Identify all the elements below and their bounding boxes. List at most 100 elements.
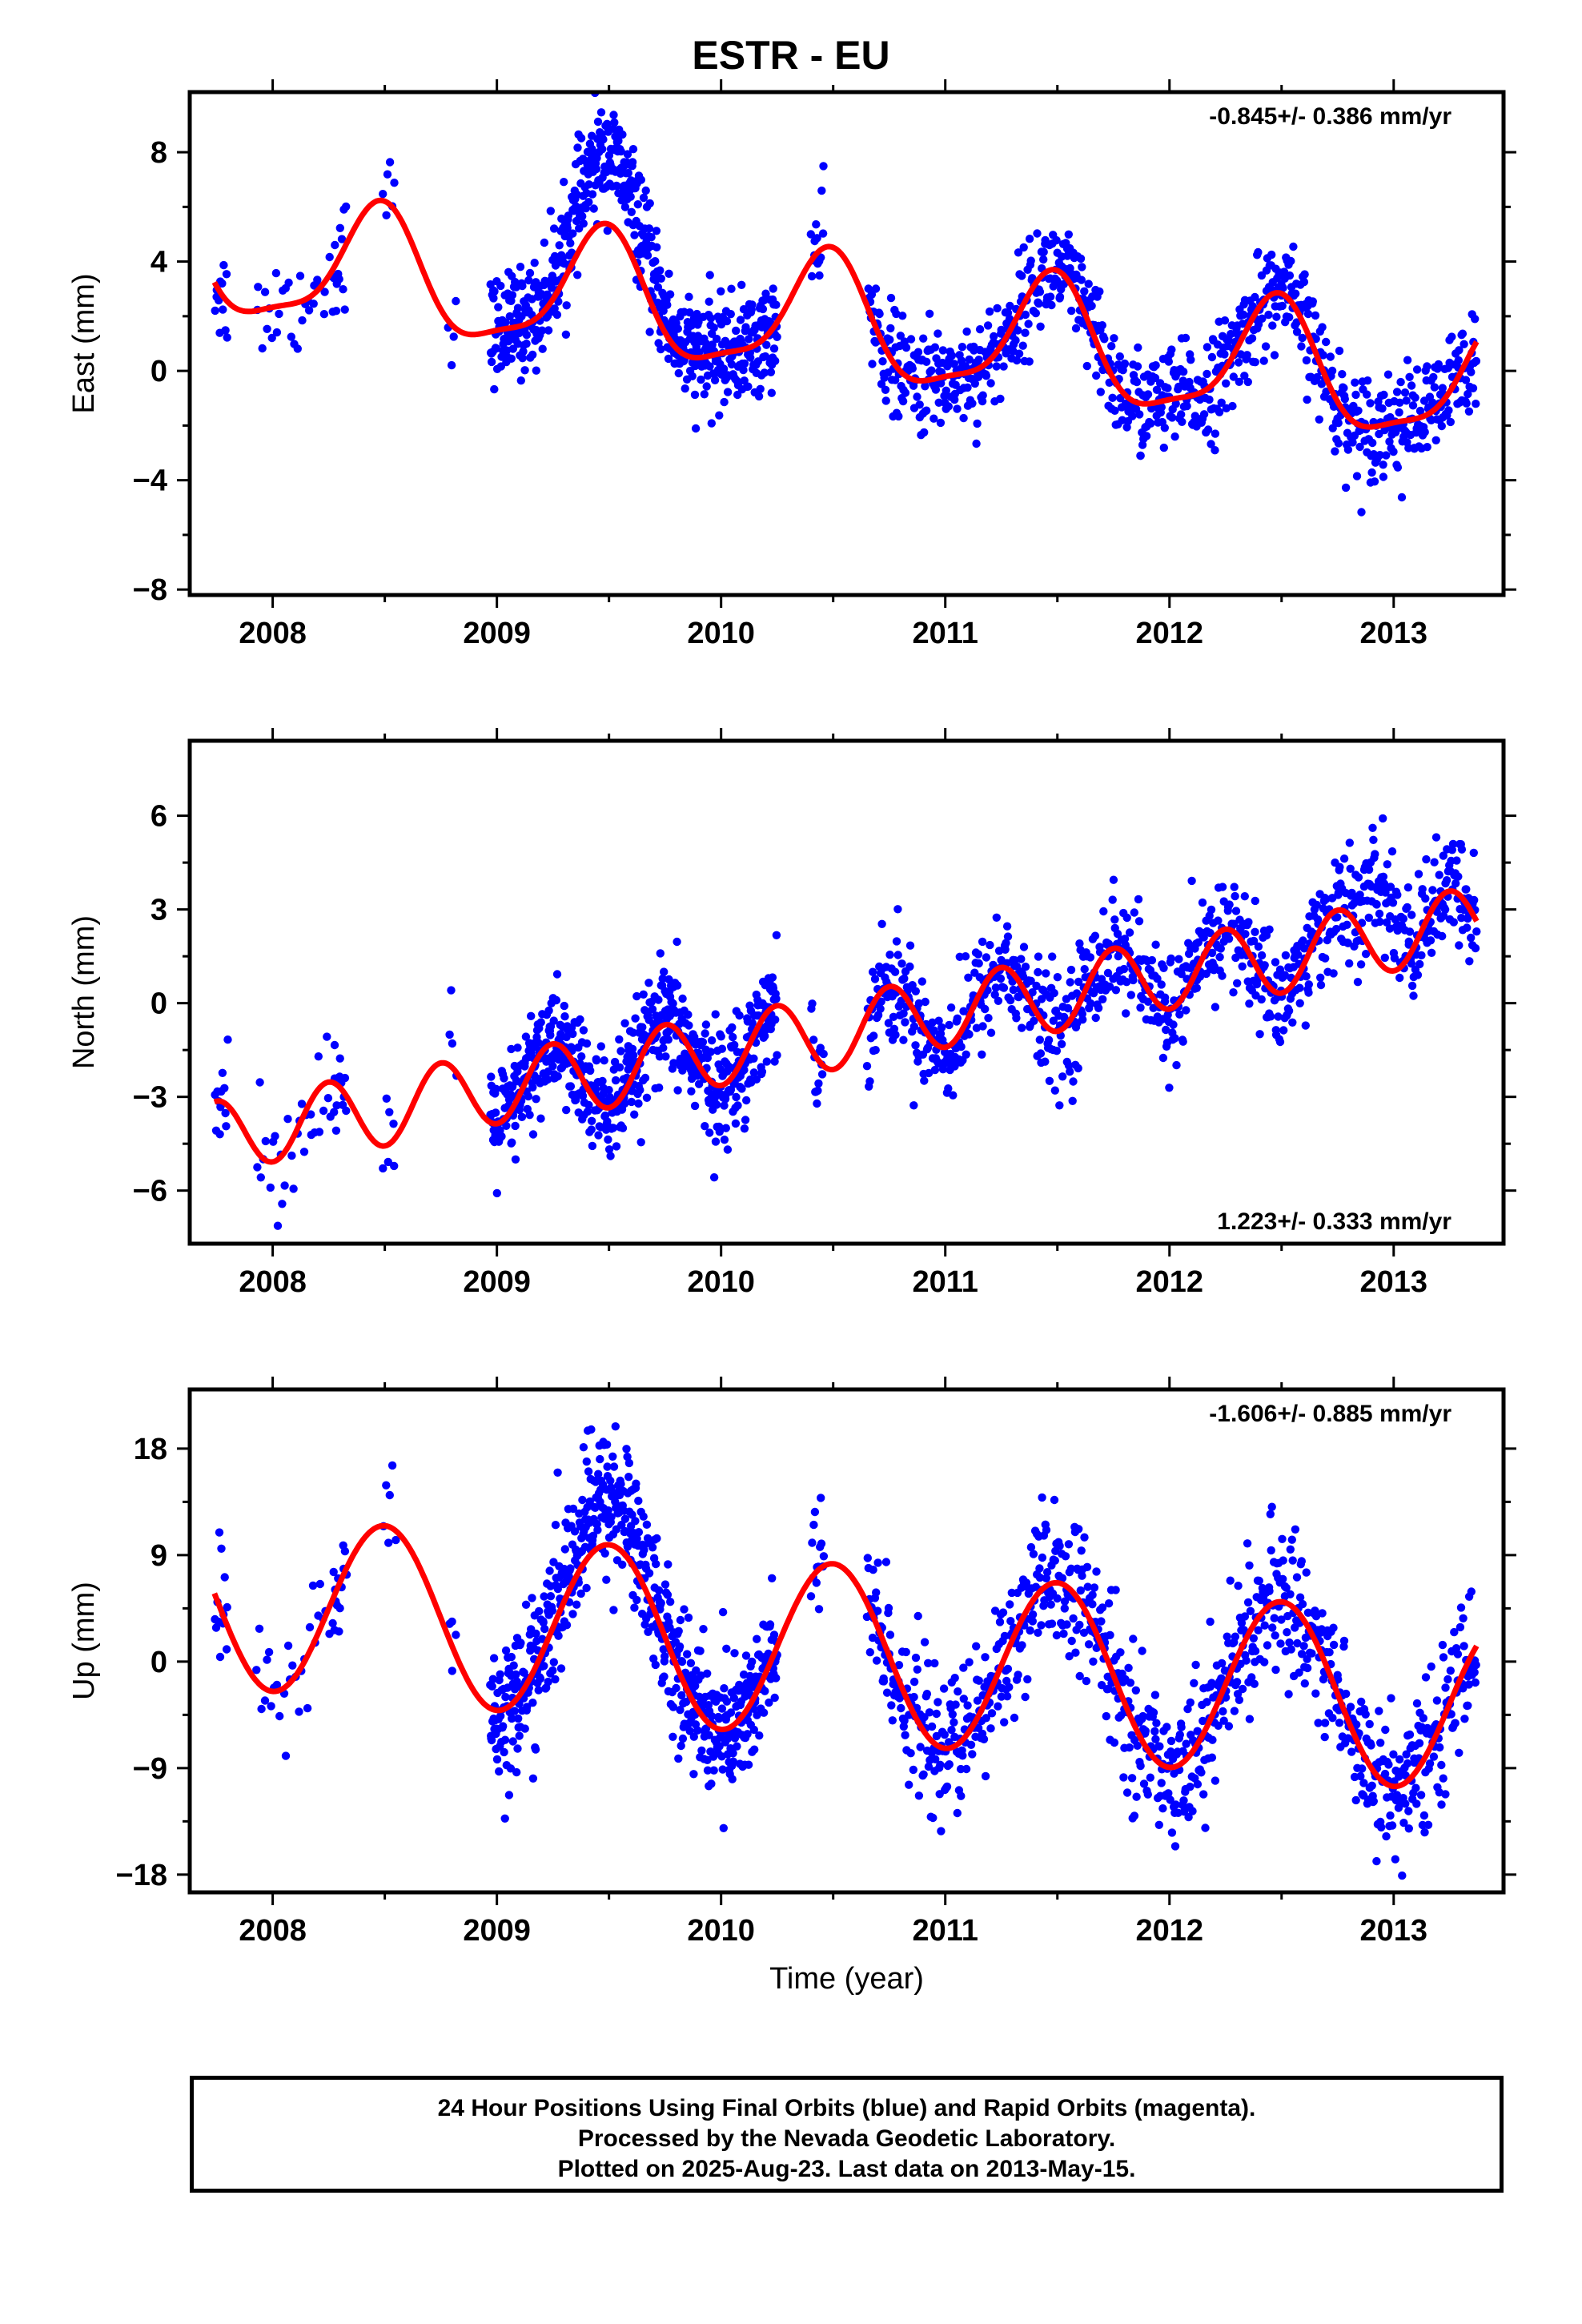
- data-point: [715, 411, 724, 420]
- data-point: [1461, 376, 1471, 384]
- data-point: [600, 1056, 608, 1065]
- data-point: [530, 259, 539, 267]
- data-point: [1329, 969, 1338, 978]
- data-point: [707, 1036, 717, 1045]
- data-point: [272, 328, 282, 337]
- data-point: [996, 394, 1005, 404]
- data-point: [986, 1028, 996, 1037]
- data-point: [806, 1592, 816, 1601]
- data-point: [1082, 361, 1092, 371]
- data-point: [260, 1696, 270, 1705]
- data-point: [314, 1052, 323, 1061]
- data-point: [253, 1163, 262, 1172]
- data-point: [1150, 373, 1160, 383]
- data-point: [1456, 1622, 1465, 1632]
- data-point: [1302, 972, 1311, 981]
- data-point: [1021, 963, 1030, 971]
- data-point: [1462, 885, 1471, 894]
- data-point: [1251, 927, 1259, 937]
- data-point: [1108, 393, 1117, 402]
- data-point: [1431, 833, 1441, 842]
- data-point: [1034, 1628, 1042, 1638]
- data-point: [1230, 883, 1239, 891]
- data-point: [616, 1047, 625, 1055]
- data-point: [1226, 1576, 1235, 1585]
- data-point: [582, 1583, 591, 1593]
- data-point: [1075, 939, 1084, 948]
- data-point: [1224, 935, 1234, 943]
- page-title: ESTR - EU: [692, 33, 890, 78]
- data-point: [1186, 356, 1195, 364]
- data-point: [958, 1751, 967, 1760]
- data-point: [517, 312, 526, 321]
- data-point: [1369, 1797, 1379, 1806]
- data-point: [1028, 274, 1037, 283]
- data-point: [1130, 1811, 1139, 1820]
- data-point: [1220, 350, 1229, 359]
- data-point: [1462, 399, 1471, 408]
- data-point: [1278, 1534, 1287, 1544]
- data-point: [1088, 1600, 1097, 1609]
- data-point: [1403, 903, 1411, 912]
- data-point: [562, 301, 571, 310]
- data-point: [1231, 907, 1241, 915]
- data-point: [1030, 1016, 1038, 1026]
- data-point: [709, 1173, 719, 1182]
- data-point: [1098, 321, 1107, 330]
- data-point: [1367, 1741, 1375, 1750]
- data-point: [1088, 1590, 1097, 1599]
- data-point: [1208, 1735, 1217, 1744]
- data-point: [819, 1552, 829, 1561]
- data-point: [1125, 928, 1134, 937]
- data-point: [1311, 311, 1320, 320]
- data-point: [1444, 406, 1453, 415]
- data-point: [990, 332, 998, 341]
- data-point: [1042, 1568, 1052, 1577]
- data-point: [979, 1735, 989, 1743]
- plot-frame: [187, 738, 1506, 1246]
- data-point: [528, 1130, 538, 1139]
- data-point: [1278, 301, 1287, 311]
- data-point: [909, 1101, 918, 1110]
- data-point: [609, 1462, 619, 1471]
- data-point: [554, 297, 563, 306]
- data-point: [445, 1030, 454, 1039]
- data-point: [217, 1544, 226, 1554]
- data-point: [728, 1023, 737, 1032]
- data-point: [1232, 1678, 1242, 1687]
- data-point: [528, 350, 537, 360]
- data-point: [642, 1093, 652, 1103]
- data-point: [1287, 256, 1295, 266]
- data-point: [598, 1076, 607, 1086]
- data-point: [924, 1659, 933, 1667]
- data-point: [512, 1670, 520, 1679]
- data-point: [1039, 255, 1048, 264]
- y-axis-label: East (mm): [67, 273, 101, 413]
- data-point: [1132, 1792, 1141, 1801]
- data-point: [1345, 838, 1355, 847]
- data-point: [664, 354, 673, 364]
- data-point: [869, 1566, 877, 1574]
- data-point: [1049, 1016, 1058, 1025]
- data-point: [1284, 1690, 1293, 1699]
- data-point: [890, 967, 900, 976]
- data-point: [1086, 953, 1095, 962]
- data-point: [643, 251, 652, 260]
- data-point: [753, 1711, 761, 1719]
- data-point: [252, 1666, 261, 1675]
- data-point: [1163, 384, 1172, 392]
- data-point: [1413, 971, 1423, 979]
- data-point: [448, 1617, 456, 1626]
- data-point: [768, 1574, 777, 1583]
- data-point: [684, 1613, 693, 1622]
- data-point: [1035, 1573, 1045, 1582]
- data-point: [449, 332, 458, 341]
- data-point: [516, 376, 525, 385]
- data-point: [280, 1181, 289, 1190]
- data-point: [995, 1618, 1005, 1626]
- data-point: [1450, 1627, 1459, 1637]
- data-point: [1293, 1638, 1302, 1648]
- data-point: [812, 220, 821, 229]
- data-point: [642, 1520, 652, 1530]
- data-point: [1268, 1623, 1277, 1632]
